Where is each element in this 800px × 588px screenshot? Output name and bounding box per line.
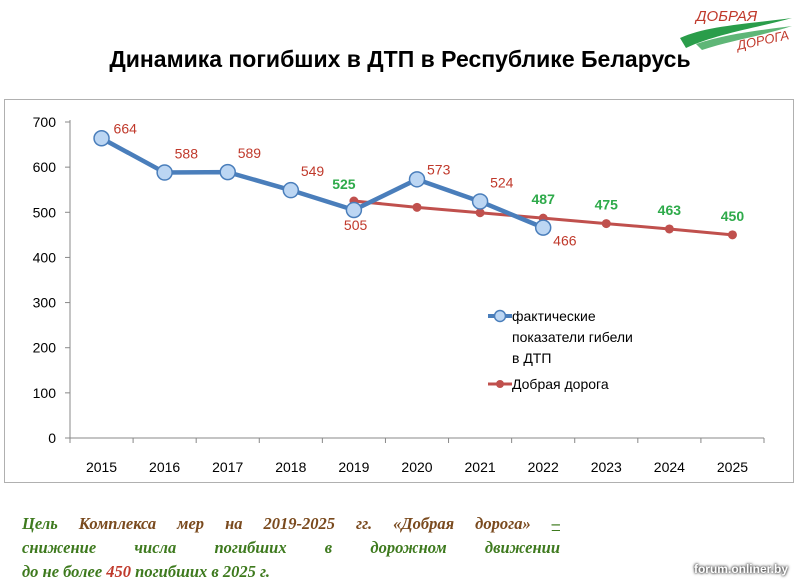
caption-program: Комплекса мер на 2019-2025 гг. «Добрая д… (78, 514, 531, 533)
point-dobraya-doroga-2025 (727, 230, 737, 240)
chart-frame (4, 99, 794, 483)
legend-series1-label-line3: в ДТП (512, 350, 551, 366)
legend-series1-marker (493, 309, 507, 323)
x-tick-label: 2020 (401, 459, 432, 475)
x-tick-label: 2024 (654, 459, 685, 475)
logo-swoosh-icon (680, 18, 792, 48)
point-dobraya-doroga-2020 (412, 202, 422, 212)
point-actual-2016 (156, 164, 173, 181)
x-tick-label: 2015 (86, 459, 117, 475)
data-label-actual-2020: 573 (427, 161, 451, 177)
x-tick-label: 2021 (465, 459, 496, 475)
y-tick-label: 700 (33, 114, 57, 130)
point-dobraya-doroga-2024 (664, 224, 674, 234)
caption-target-number: 450 (106, 562, 132, 581)
point-actual-2017 (219, 163, 236, 181)
dobraya-doroga-logo: ДОБРАЯ ДОРОГА (680, 8, 792, 53)
data-label-dobraya-doroga-2023: 475 (595, 197, 619, 213)
x-tick-label: 2019 (338, 459, 369, 475)
point-dobraya-doroga-2023 (601, 219, 611, 229)
y-tick-label: 400 (33, 249, 57, 265)
data-label-dobraya-doroga-2019: 525 (332, 176, 356, 192)
y-tick-label: 500 (33, 204, 57, 220)
caption-line3-start: до не более (22, 562, 103, 581)
logo-text-line1: ДОБРАЯ (694, 8, 758, 25)
y-tick-label: 600 (33, 159, 57, 175)
y-tick-label: 100 (33, 385, 57, 401)
y-tick-label: 200 (33, 340, 57, 356)
legend-series1-label-line2: показатели гибели (512, 329, 633, 345)
legend-series2-marker (496, 380, 504, 388)
data-label-actual-2015: 664 (114, 120, 138, 136)
data-label-actual-2018: 549 (301, 163, 325, 179)
x-tick-label: 2016 (149, 459, 180, 475)
x-tick-label: 2022 (528, 459, 559, 475)
caption-line3-end: погибших в 2025 г. (135, 562, 270, 581)
x-tick-label: 2023 (591, 459, 622, 475)
point-actual-2020 (408, 171, 426, 188)
data-label-actual-2017: 589 (238, 145, 262, 161)
data-label-dobraya-doroga-2022: 487 (532, 191, 556, 207)
data-label-actual-2019: 505 (344, 217, 368, 233)
data-label-dobraya-doroga-2024: 463 (658, 202, 682, 218)
data-label-actual-2022: 466 (553, 233, 577, 249)
point-actual-2019 (345, 201, 363, 219)
y-tick-label: 300 (33, 295, 57, 311)
point-actual-2015 (93, 130, 110, 147)
point-dobraya-doroga-2021 (475, 208, 485, 218)
legend-series2-label: Добрая дорога (512, 376, 609, 392)
x-tick-label: 2017 (212, 459, 243, 475)
goal-caption: Цель Комплекса мер на 2019-2025 гг. «Доб… (22, 512, 560, 584)
point-actual-2018 (282, 181, 300, 199)
data-label-actual-2021: 524 (490, 174, 514, 190)
legend-series1-label-line1: фактические (512, 308, 596, 324)
x-tick-label: 2018 (275, 459, 306, 475)
watermark: forum.onliner.by (693, 562, 788, 576)
caption-goal-word: Цель (22, 514, 58, 533)
y-tick-label: 0 (48, 430, 56, 446)
data-label-actual-2016: 588 (175, 146, 199, 162)
series-line-actual (100, 136, 545, 230)
caption-line2: снижение числа погибших в дорожном движе… (22, 538, 560, 557)
point-actual-2022 (534, 219, 552, 236)
chart-title: Динамика погибших в ДТП в Республике Бел… (109, 46, 691, 72)
x-tick-label: 2025 (717, 459, 748, 475)
data-label-dobraya-doroga-2025: 450 (721, 208, 745, 224)
point-actual-2021 (471, 193, 489, 210)
caption-dash: – (551, 514, 560, 533)
